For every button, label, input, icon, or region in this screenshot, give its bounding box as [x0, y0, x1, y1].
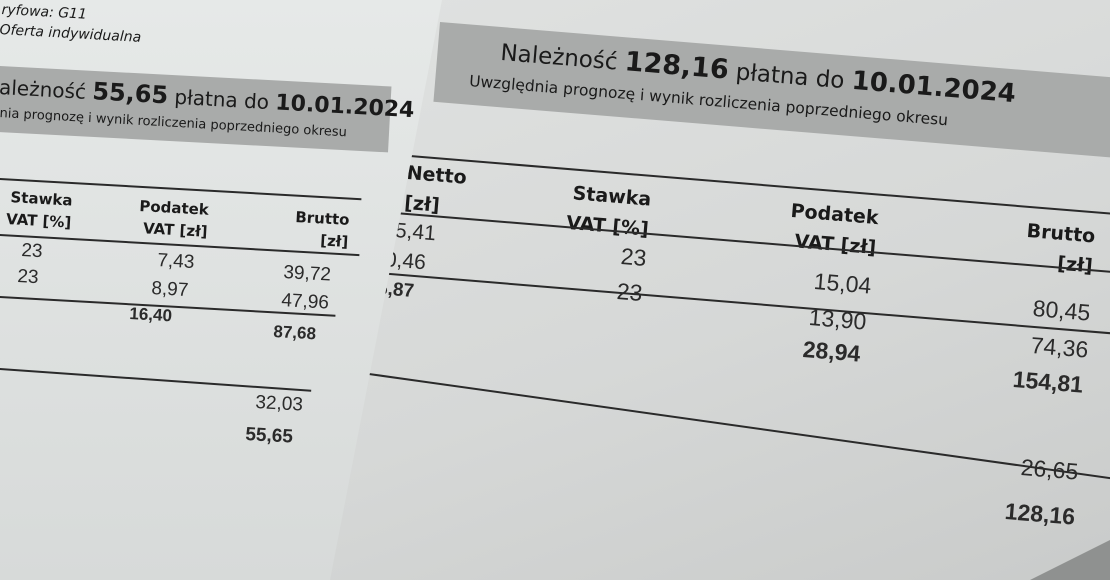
total-podatek: 16,40 — [128, 304, 173, 326]
settlement-amount: 26,65 — [1019, 454, 1080, 485]
due-amount: 55,65 — [91, 77, 169, 110]
due-prefix: ależność — [0, 74, 87, 104]
due-mid: płatna do — [173, 84, 270, 115]
row2-podatek: 8,97 — [150, 278, 189, 302]
row1-stawka: 23 — [619, 243, 648, 272]
header-brutto: Brutto [zł] — [294, 207, 350, 251]
total-brutto: 154,81 — [1011, 366, 1085, 398]
settlement-amount: 32,03 — [254, 392, 304, 416]
subtotal-rule-netto — [377, 272, 1110, 337]
row2-stawka: 23 — [16, 266, 40, 289]
row2-podatek: 13,90 — [807, 304, 868, 335]
table-top-rule — [409, 155, 1110, 216]
total-brutto: 87,68 — [272, 322, 317, 344]
background-shadow — [1030, 540, 1110, 580]
row1-podatek: 7,43 — [156, 250, 195, 274]
header-podatek: Podatek VAT [zł] — [789, 199, 880, 260]
summary-rule — [361, 372, 1110, 480]
row1-brutto: 39,72 — [282, 262, 332, 286]
offer-label: Oferta indywidualna — [0, 22, 142, 46]
tariff-label: ryfowa: G11 — [1, 2, 88, 23]
header-rule — [394, 212, 1110, 275]
row2-stawka: 23 — [615, 278, 644, 307]
row2-brutto: 74,36 — [1029, 332, 1090, 363]
row2-brutto: 47,96 — [280, 290, 330, 314]
summary-rule — [0, 368, 312, 392]
row1-podatek: 15,04 — [812, 268, 873, 299]
final-total: 128,16 — [1003, 498, 1077, 530]
row1-brutto: 80,45 — [1031, 295, 1092, 326]
row1-netto: 5,41 — [394, 219, 437, 246]
header-podatek: Podatek VAT [zł] — [138, 196, 210, 241]
row1-stawka: 23 — [20, 240, 44, 263]
header-brutto: Brutto [zł] — [1025, 219, 1097, 278]
header-stawka: Stawka VAT [%] — [565, 182, 653, 241]
total-podatek: 28,94 — [801, 336, 862, 367]
header-stawka: Stawka VAT [%] — [5, 188, 74, 232]
final-total: 55,65 — [244, 424, 294, 448]
